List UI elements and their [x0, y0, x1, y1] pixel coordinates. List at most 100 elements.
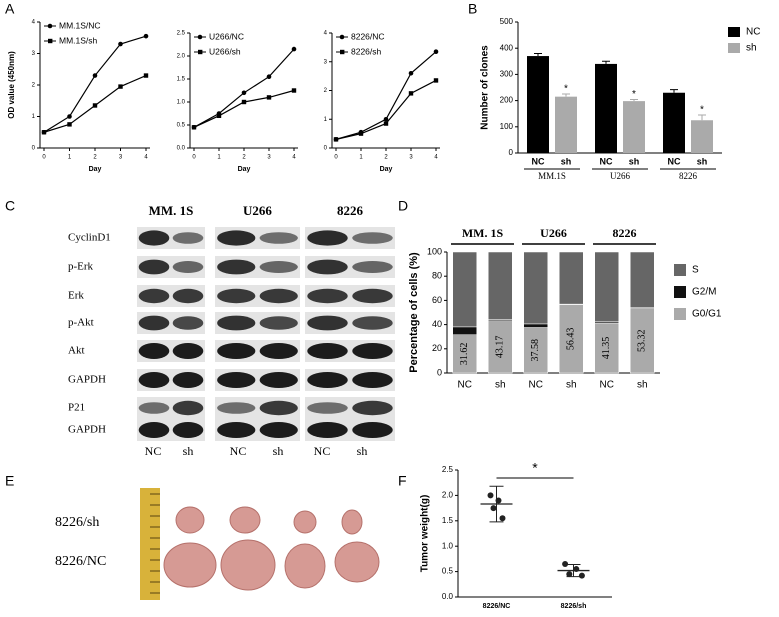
y-tick-label: 4	[324, 31, 328, 37]
bar	[555, 96, 577, 153]
group-label: 8226	[613, 226, 637, 240]
x-tick-label: 2	[242, 155, 246, 161]
legend-label: MM.1S/NC	[59, 20, 101, 30]
point	[41, 130, 47, 135]
y-tick-label: 200	[500, 96, 514, 105]
x-tick-label: 1	[217, 155, 221, 161]
blot-column-label: 8226	[337, 203, 364, 218]
blot-column-label: U266	[243, 203, 272, 218]
panel-letter: B	[468, 1, 477, 17]
error-bar	[602, 60, 610, 64]
x-tick-label: 8226/NC	[483, 603, 511, 610]
error-bar	[670, 89, 678, 93]
point	[358, 131, 364, 136]
y-tick-label: 2.0	[177, 54, 186, 60]
y-axis-label: Tumor weight(g)	[420, 495, 431, 573]
x-tick-label: NC	[458, 380, 472, 391]
y-tick-label: 0.0	[177, 146, 186, 152]
bar-segment	[488, 251, 513, 320]
x-tick-label: 3	[119, 155, 123, 161]
blot-band	[138, 230, 170, 246]
x-tick-label: 3	[267, 155, 271, 161]
blot-band	[307, 315, 348, 331]
x-tick-label: 3	[409, 155, 413, 161]
blot-band	[307, 343, 348, 359]
y-tick-label: 1	[32, 114, 36, 120]
bar-segment	[523, 251, 548, 325]
y-tick-label: 0.5	[177, 123, 186, 129]
y-tick-label: 0	[32, 146, 36, 152]
y-tick-label: 1	[324, 117, 328, 123]
x-axis-label: Day	[380, 166, 393, 173]
photo-label: 8226/sh	[55, 515, 99, 530]
legend-label: 8226/sh	[351, 46, 382, 56]
y-tick-label: 3	[324, 59, 328, 65]
y-tick-label: 0.0	[442, 592, 454, 601]
bar	[691, 120, 713, 153]
blot-band	[217, 230, 256, 246]
x-tick-label: NC	[529, 380, 543, 391]
y-tick-label: 80	[432, 271, 442, 281]
blot-band	[217, 288, 256, 304]
bar-sublabel: NC	[532, 156, 545, 166]
point	[92, 73, 98, 78]
point	[67, 122, 72, 127]
blot-band	[259, 343, 298, 359]
blot-band	[138, 315, 170, 331]
x-tick-label: 8226/sh	[561, 603, 587, 610]
blot-row-label: P21	[68, 402, 85, 414]
error-bar	[562, 93, 570, 97]
legend-swatch	[674, 286, 686, 298]
point	[118, 41, 123, 47]
y-axis-label: Number of clones	[480, 45, 491, 130]
bar	[595, 63, 617, 153]
x-tick-label: 4	[434, 155, 438, 161]
blot-row-label: GAPDH	[68, 424, 106, 436]
point	[562, 560, 569, 567]
bar-segment	[594, 251, 619, 323]
y-tick-label: 20	[432, 343, 442, 353]
point	[499, 515, 506, 522]
y-tick-label: 2.5	[177, 31, 186, 37]
legend-label: MM.1S/sh	[59, 35, 98, 45]
legend-swatch	[728, 27, 740, 37]
y-tick-label: 1.0	[177, 100, 186, 106]
y-tick-label: 2.5	[442, 465, 454, 474]
y-tick-label: 0	[324, 146, 328, 152]
error-bar	[534, 52, 542, 57]
significance: *	[632, 89, 636, 100]
point	[383, 121, 389, 126]
point	[408, 70, 414, 76]
blot-band	[172, 316, 204, 330]
blot-lane-label: sh	[273, 444, 284, 458]
blot-band	[352, 232, 393, 244]
point	[266, 95, 272, 100]
point	[118, 84, 123, 89]
legend-marker	[48, 38, 53, 44]
tumor	[284, 543, 326, 589]
blot-row-label: GAPDH	[68, 374, 106, 386]
blot-column-label: MM. 1S	[149, 203, 194, 218]
y-tick-label: 3	[32, 51, 36, 57]
panel-letter: E	[5, 473, 14, 489]
sd-bar	[566, 563, 581, 578]
bar-segment	[559, 304, 584, 374]
blot-band	[172, 261, 204, 273]
legend-swatch	[728, 43, 740, 53]
blot-band	[172, 343, 204, 359]
blot-band	[217, 422, 256, 438]
blot-band	[217, 372, 256, 388]
group-label: U266	[540, 226, 567, 240]
blot-band	[217, 343, 256, 359]
blot-band	[259, 400, 298, 416]
photo-label: 8226/NC	[55, 554, 106, 569]
y-tick-label: 0.5	[442, 567, 454, 576]
blot-band	[259, 422, 298, 438]
point	[383, 116, 389, 122]
group-label: MM. 1S	[462, 226, 504, 240]
blot-band	[307, 259, 348, 275]
bar-segment	[452, 326, 477, 335]
blot-band	[352, 288, 393, 304]
bar-segment	[452, 334, 477, 374]
